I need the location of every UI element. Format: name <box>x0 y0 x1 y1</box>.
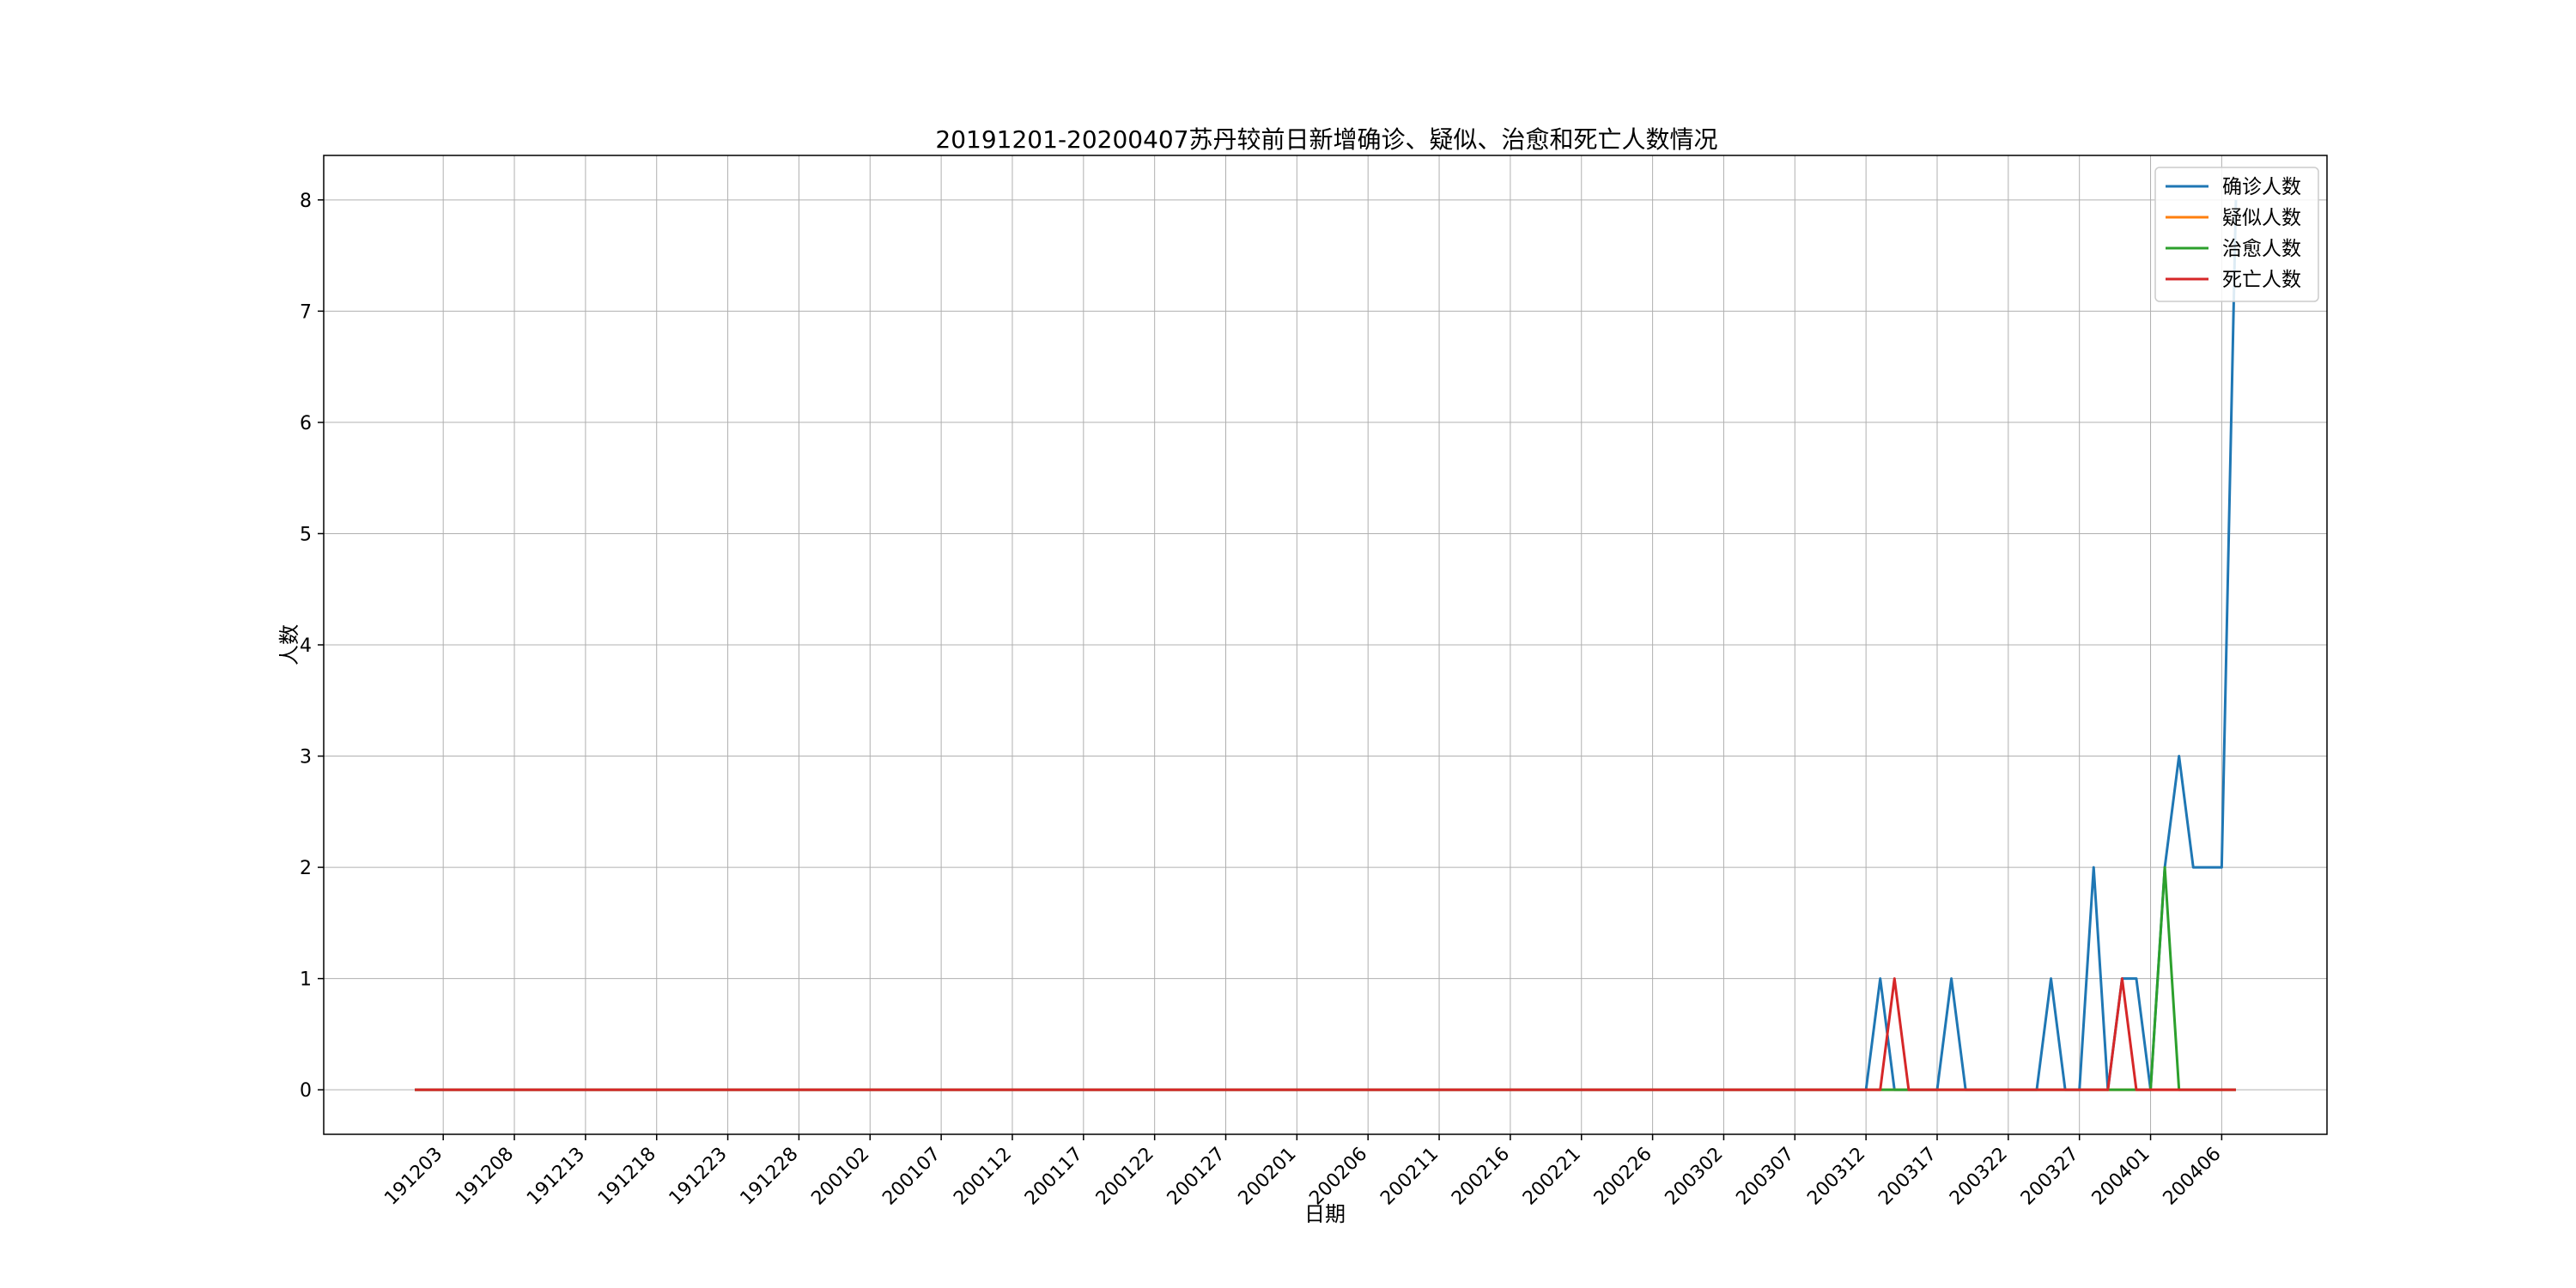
y-tick-label: 2 <box>300 858 312 879</box>
y-axis: 0 1 2 3 4 5 6 7 8 <box>300 191 324 1102</box>
y-axis-label: 人数 <box>277 624 301 665</box>
y-tick-label: 5 <box>300 524 312 545</box>
y-tick-label: 3 <box>300 747 312 769</box>
y-tick-label: 8 <box>300 191 312 212</box>
legend-box <box>2154 167 2319 302</box>
chart-title: 20191201-20200407苏丹较前日新增确诊、疑似、治愈和死亡人数情况 <box>935 125 1717 154</box>
series-line <box>415 977 2236 1091</box>
legend-entry-label: 确诊人数 <box>2222 176 2301 198</box>
y-tick-label: 6 <box>300 413 312 434</box>
y-tick-label: 0 <box>300 1080 312 1102</box>
grid-lines <box>324 155 2327 1134</box>
legend-entry-label: 治愈人数 <box>2222 238 2301 260</box>
legend-entry-label: 疑似人数 <box>2222 207 2301 229</box>
y-tick-label: 7 <box>300 301 312 323</box>
legend-entry-label: 死亡人数 <box>2222 269 2301 291</box>
plot-area <box>415 199 2238 1091</box>
y-tick-label: 1 <box>300 969 312 991</box>
y-tick-label: 4 <box>300 635 312 657</box>
x-axis-label: 日期 <box>1304 1202 1346 1226</box>
